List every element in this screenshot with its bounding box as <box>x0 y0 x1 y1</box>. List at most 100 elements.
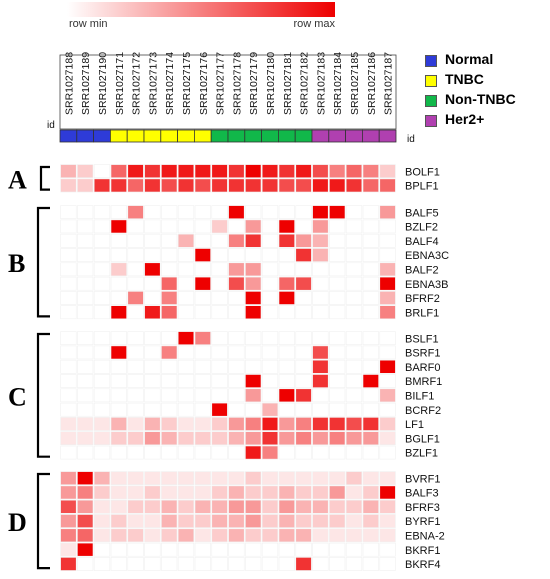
heatmap-cell <box>211 374 228 388</box>
heatmap-cell <box>362 331 379 346</box>
heatmap-cell <box>194 164 211 179</box>
heatmap-cell <box>245 388 262 403</box>
heatmap-cell <box>127 345 144 360</box>
heatmap-cell <box>161 331 178 346</box>
heatmap-cell <box>161 485 178 500</box>
heatmap-cell <box>127 233 144 248</box>
heatmap-cell <box>245 164 262 179</box>
heatmap-cell <box>245 417 262 431</box>
heatmap-cell <box>77 499 94 514</box>
heatmap-cell <box>177 262 195 277</box>
row-label: BZLF1 <box>405 448 438 460</box>
heatmap-cell <box>278 471 295 486</box>
heatmap-cell <box>127 374 144 388</box>
heatmap-cell <box>77 219 94 234</box>
heatmap-cell <box>261 305 279 320</box>
heatmap-cell <box>379 291 396 305</box>
heatmap-cell <box>295 305 312 320</box>
column-label: SRR1027185 <box>349 52 361 115</box>
heatmap-cell <box>144 402 161 417</box>
heatmap-cell <box>362 542 379 557</box>
heatmap-cell <box>211 219 228 234</box>
heatmap-cell <box>245 499 262 514</box>
heatmap-cell <box>127 276 144 291</box>
heatmap-cell <box>161 402 178 417</box>
heatmap-cell <box>93 219 111 234</box>
heatmap-cell <box>362 485 379 500</box>
heatmap-cell <box>194 345 211 360</box>
heatmap-cell <box>194 528 211 543</box>
heatmap-cell <box>329 262 346 277</box>
row-label: BVRF1 <box>405 473 440 485</box>
heatmap-cell <box>144 219 161 234</box>
column-label: SRR1027178 <box>231 52 243 115</box>
heatmap-cell <box>194 374 211 388</box>
heatmap-cell <box>177 445 195 460</box>
group-bar-cell <box>345 129 363 143</box>
group-bar-cell <box>328 129 346 143</box>
heatmap-cell <box>379 248 396 262</box>
heatmap-cell <box>345 305 363 320</box>
heatmap-cell <box>177 417 195 431</box>
heatmap-cell <box>278 305 295 320</box>
heatmap-cell <box>144 305 161 320</box>
group-bracket <box>36 332 50 458</box>
id-label-right: id <box>407 134 415 145</box>
heatmap-cell <box>93 374 111 388</box>
heatmap-cell <box>161 345 178 360</box>
row-label: BALF4 <box>405 236 439 248</box>
group-bar-cell <box>361 129 380 143</box>
row-label: BFRF3 <box>405 502 440 514</box>
heatmap-cell <box>245 205 262 220</box>
heatmap-cell <box>261 417 279 431</box>
heatmap-cell <box>144 388 161 403</box>
heatmap-cell <box>77 514 94 528</box>
heatmap-cell <box>345 417 363 431</box>
heatmap-cell <box>362 305 379 320</box>
heatmap-cell <box>312 164 329 179</box>
heatmap-cell <box>144 499 161 514</box>
heatmap-cell <box>110 402 127 417</box>
heatmap-cell <box>77 331 94 346</box>
heatmap-cell <box>110 248 127 262</box>
heatmap-cell <box>362 178 379 193</box>
heatmap-cell <box>278 248 295 262</box>
heatmap-cell <box>194 178 211 193</box>
heatmap-cell <box>228 164 245 179</box>
heatmap-cell <box>194 305 211 320</box>
heatmap-cell <box>261 164 279 179</box>
heatmap-cell <box>177 233 195 248</box>
heatmap-cell <box>362 248 379 262</box>
heatmap-cell <box>329 205 346 220</box>
heatmap-cell <box>177 345 195 360</box>
heatmap-cell <box>329 485 346 500</box>
heatmap-cell <box>161 248 178 262</box>
heatmap-cell <box>211 388 228 403</box>
heatmap-cell <box>312 331 329 346</box>
heatmap-cell <box>379 485 396 500</box>
heatmap-cell <box>93 417 111 431</box>
heatmap-cell <box>60 445 77 460</box>
heatmap-cell <box>177 485 195 500</box>
heatmap-cell <box>144 417 161 431</box>
heatmap-cell <box>379 359 396 374</box>
column-label: SRR1027189 <box>80 52 92 115</box>
heatmap-cell <box>77 164 94 179</box>
legend-label-non-tnbc: Non-TNBC <box>445 91 516 107</box>
heatmap-cell <box>127 402 144 417</box>
column-label: SRR1027190 <box>97 52 109 115</box>
heatmap-cell <box>127 388 144 403</box>
heatmap-cell <box>77 471 94 486</box>
heatmap-cell <box>144 445 161 460</box>
heatmap-cell <box>110 219 127 234</box>
heatmap-cell <box>177 305 195 320</box>
column-label: SRR1027174 <box>164 52 176 115</box>
heatmap-cell <box>261 178 279 193</box>
heatmap-cell <box>379 528 396 543</box>
heatmap-cell <box>261 248 279 262</box>
legend-swatch-tnbc <box>425 75 437 87</box>
heatmap-cell <box>60 402 77 417</box>
heatmap-cell <box>228 219 245 234</box>
legend-item-normal: Normal <box>425 50 550 70</box>
group-label: A <box>8 165 27 194</box>
